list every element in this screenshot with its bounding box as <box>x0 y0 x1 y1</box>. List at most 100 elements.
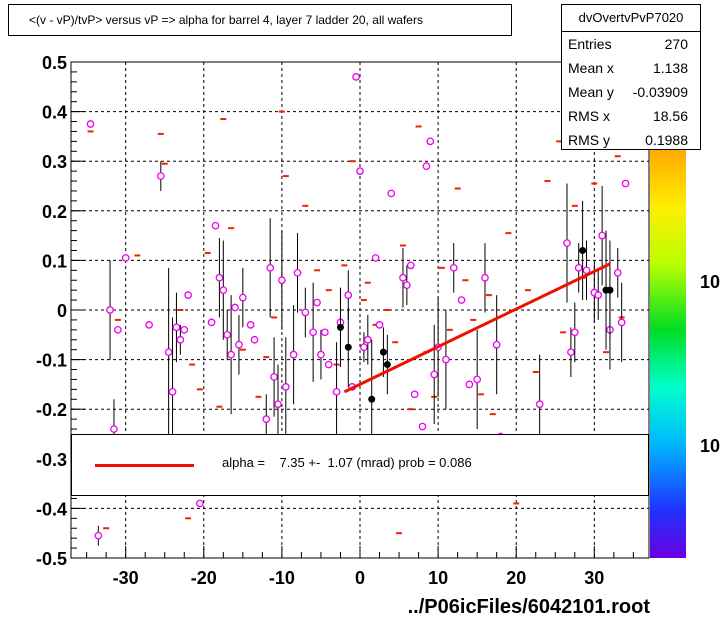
open-point <box>410 390 419 399</box>
y-tick-label: 0 <box>57 301 67 321</box>
open-point <box>266 263 275 272</box>
open-point <box>250 335 259 344</box>
stats-label: RMS y <box>568 132 610 148</box>
stats-row-rms-x: RMS x 18.56 <box>562 104 700 128</box>
y-tick-label: 0.2 <box>42 202 67 222</box>
open-point <box>371 254 380 262</box>
open-point <box>399 273 407 282</box>
stats-label: Mean y <box>568 84 614 100</box>
x-tick-label: -20 <box>191 568 217 588</box>
open-point <box>563 239 571 247</box>
stats-value: 18.56 <box>652 108 688 124</box>
open-point <box>406 261 415 270</box>
stats-value: 0.1988 <box>645 132 688 148</box>
palette-label-lower: 10 <box>700 436 720 456</box>
open-point <box>227 350 235 359</box>
open-point <box>457 296 466 304</box>
stats-row-mean-y: Mean y -0.03909 <box>562 80 700 104</box>
y-tick-label: -0.2 <box>36 400 67 420</box>
open-point <box>324 360 333 369</box>
filled-point <box>379 348 387 356</box>
open-point <box>278 276 286 285</box>
x-tick-label: -30 <box>113 568 139 588</box>
fit-legend: alpha = 7.35 +- 1.07 (mrad) prob = 0.086 <box>71 434 649 496</box>
open-point <box>430 370 439 379</box>
open-point <box>289 350 298 359</box>
filled-point <box>606 286 614 294</box>
fit-line <box>343 262 611 394</box>
open-point <box>106 306 114 314</box>
stats-value: 270 <box>664 36 688 52</box>
open-point <box>356 167 364 175</box>
open-point <box>598 231 606 240</box>
open-point <box>449 263 458 272</box>
open-point <box>114 325 122 334</box>
open-point <box>375 321 384 329</box>
open-point <box>207 318 216 327</box>
open-point <box>387 189 396 198</box>
open-point <box>246 321 255 329</box>
open-point <box>492 340 501 349</box>
color-palette-bar <box>650 150 686 558</box>
open-point <box>110 425 118 433</box>
stats-name: dvOvertvPvP7020 <box>562 5 700 32</box>
stats-label: Entries <box>568 36 612 52</box>
open-point <box>567 348 575 357</box>
open-point <box>535 400 544 409</box>
stats-row-entries: Entries 270 <box>562 32 700 56</box>
open-point <box>473 375 482 384</box>
open-point <box>465 380 474 389</box>
x-tick-label: 0 <box>355 568 365 588</box>
open-point <box>281 383 290 391</box>
filled-point <box>368 395 376 403</box>
filled-point <box>344 343 352 351</box>
open-point <box>168 387 177 396</box>
open-point <box>360 343 368 352</box>
open-point <box>156 172 165 180</box>
legend-line-sample <box>95 464 194 467</box>
source-file-label: ../P06icFiles/6042101.root <box>407 596 650 618</box>
open-point <box>262 415 271 423</box>
open-point <box>180 325 189 334</box>
axis-ticks: -30 -20 -10 0 10 20 30 0.5 0.4 0.3 0.2 0.1 0 -0.1 -0.2… <box>36 53 634 588</box>
y-tick-label: -0.3 <box>36 450 67 470</box>
open-point <box>293 268 302 277</box>
open-point <box>145 321 153 329</box>
y-tick-label: 0.4 <box>42 103 67 123</box>
open-point <box>321 328 329 337</box>
x-tick-label: 20 <box>506 568 526 588</box>
stats-value: 1.138 <box>652 60 688 76</box>
y-tick-label: -0.5 <box>36 549 67 569</box>
open-point <box>422 162 431 171</box>
x-tick-label: -10 <box>269 568 295 588</box>
open-point <box>570 328 579 337</box>
open-point <box>574 263 583 272</box>
open-point <box>164 348 173 357</box>
open-point <box>94 531 103 540</box>
open-point <box>238 293 247 302</box>
filled-point <box>579 246 587 254</box>
open-point <box>301 308 310 317</box>
palette-label-upper: 10 <box>700 272 720 292</box>
open-point <box>426 137 435 146</box>
open-point <box>363 335 372 344</box>
open-point <box>594 291 603 299</box>
open-point <box>231 303 239 312</box>
stats-value: -0.03909 <box>632 84 688 100</box>
x-tick-label: 30 <box>584 568 604 588</box>
open-point <box>332 387 341 396</box>
open-point <box>235 340 243 349</box>
legend-text: alpha = 7.35 +- 1.07 (mrad) prob = 0.086 <box>222 455 472 470</box>
stats-box: dvOvertvPvP7020 Entries 270 Mean x 1.138… <box>561 4 701 150</box>
open-point <box>223 330 232 339</box>
data-points <box>86 73 630 546</box>
open-point <box>274 400 282 409</box>
stats-label: Mean x <box>568 60 614 76</box>
open-point <box>86 120 95 128</box>
open-point <box>215 273 224 282</box>
open-point <box>617 318 626 327</box>
open-point <box>403 281 411 290</box>
open-point <box>621 179 630 188</box>
open-point <box>309 328 317 337</box>
